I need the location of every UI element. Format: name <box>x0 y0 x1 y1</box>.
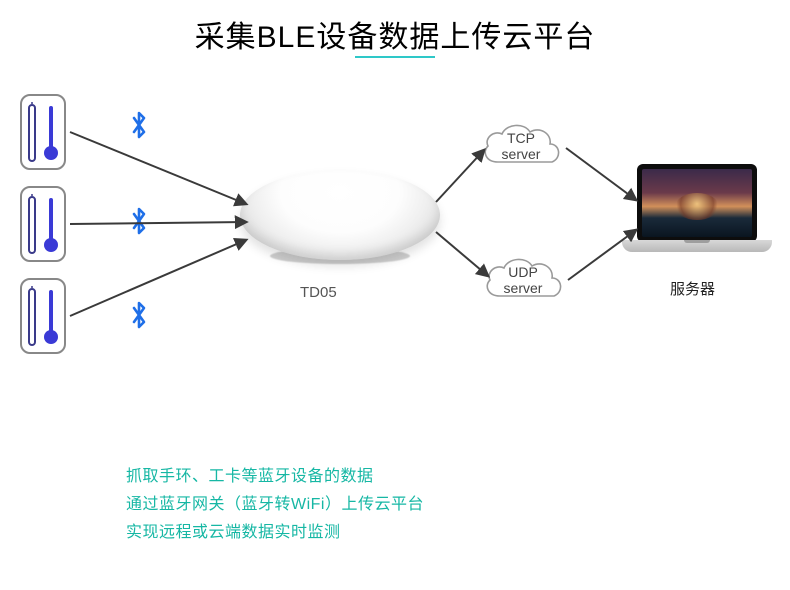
description-line-3: 实现远程或云端数据实时监测 <box>126 518 341 542</box>
description-line-1: 抓取手环、工卡等蓝牙设备的数据 <box>126 462 374 486</box>
description-line-2: 通过蓝牙网关（蓝牙转WiFi）上传云平台 <box>126 490 424 514</box>
